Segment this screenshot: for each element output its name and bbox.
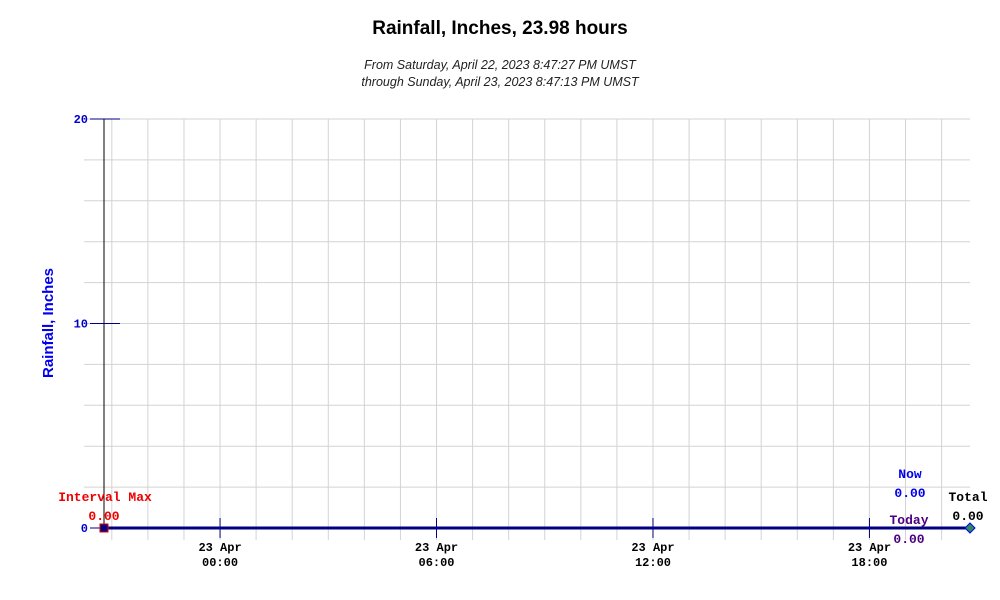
total-label: Total [948, 490, 987, 505]
y-tick-label: 20 [74, 113, 88, 127]
x-tick-time: 06:00 [419, 556, 455, 570]
x-tick-date: 23 Apr [848, 541, 891, 555]
x-tick-time: 00:00 [202, 556, 238, 570]
total-marker [964, 522, 976, 534]
x-tick-time: 18:00 [851, 556, 887, 570]
interval-max-value: 0.00 [88, 509, 119, 524]
x-tick-date: 23 Apr [415, 541, 458, 555]
chart-subtitle-from: From Saturday, April 22, 2023 8:47:27 PM… [364, 58, 636, 72]
total-value: 0.00 [952, 509, 983, 524]
chart-subtitle-through: through Sunday, April 23, 2023 8:47:13 P… [361, 75, 639, 89]
x-tick-date: 23 Apr [198, 541, 241, 555]
x-tick-time: 12:00 [635, 556, 671, 570]
x-tick-date: 23 Apr [631, 541, 674, 555]
today-value: 0.00 [893, 532, 924, 547]
y-tick-label: 10 [74, 318, 88, 332]
now-label: Now [898, 467, 922, 482]
y-tick-label: 0 [81, 522, 88, 536]
y-axis-label: Rainfall, Inches [40, 268, 57, 378]
interval-max-marker [99, 523, 109, 533]
chart-title: Rainfall, Inches, 23.98 hours [372, 18, 628, 39]
interval-max-label: Interval Max [58, 490, 152, 505]
today-label: Today [889, 513, 928, 528]
now-value: 0.00 [894, 486, 925, 501]
